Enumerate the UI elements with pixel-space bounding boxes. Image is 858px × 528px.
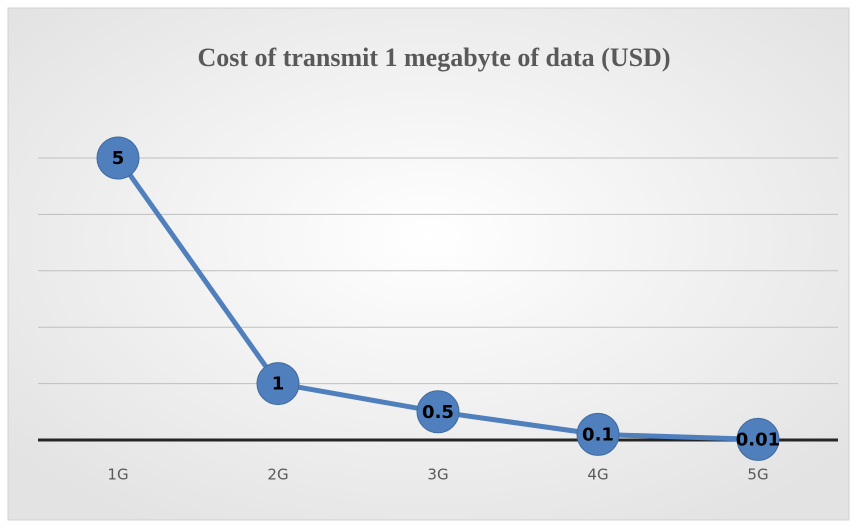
data-point <box>576 412 620 456</box>
data-label: 1 <box>272 374 285 395</box>
x-tick-label: 4G <box>587 466 608 484</box>
x-tick-label: 2G <box>267 466 288 484</box>
chart-background <box>7 7 850 521</box>
plot: 5 1 0.5 0.1 0.01 <box>96 136 780 461</box>
data-point <box>416 390 460 434</box>
data-point <box>96 136 140 180</box>
data-point <box>256 362 300 406</box>
x-tick-label: 5G <box>747 466 768 484</box>
data-label: 0.5 <box>422 402 454 423</box>
data-label: 0.01 <box>736 429 780 450</box>
data-label: 5 <box>112 148 125 169</box>
x-tick-label: 3G <box>427 466 448 484</box>
data-label: 0.1 <box>582 424 614 445</box>
chart-title: Cost of transmit 1 megabyte of data (USD… <box>198 43 671 72</box>
data-point <box>736 417 780 461</box>
x-tick-label: 1G <box>107 466 128 484</box>
